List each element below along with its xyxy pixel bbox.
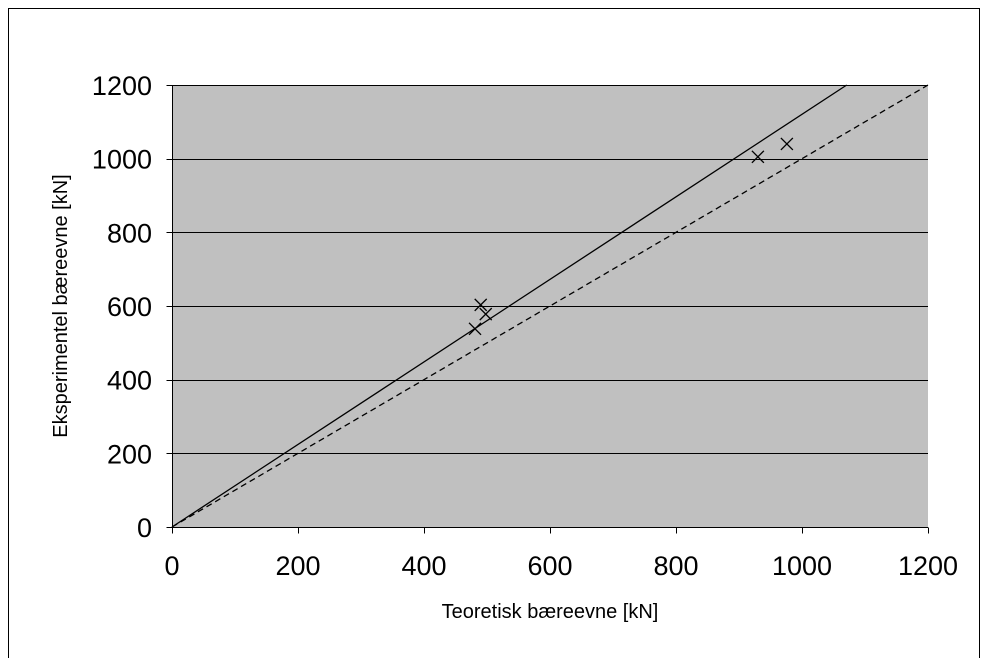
data-point-marker [468,322,482,336]
x-tick-label: 1200 [898,551,958,581]
dashed-line-series [171,84,929,528]
y-tick-label: 1200 [92,71,152,101]
x-tick-label: 600 [527,551,572,581]
solid-line-series [171,84,848,528]
data-point-marker [479,307,493,321]
marker-stroke [474,298,488,312]
x-tick-label: 200 [275,551,320,581]
y-tick-labels: 0 200 400 600 800 1000 1200 [92,71,152,543]
y-tick-label: 200 [107,439,152,469]
y-tick-label: 0 [137,513,152,543]
x-tick-label: 0 [164,551,179,581]
y-tick-label: 600 [107,292,152,322]
data-point-marker [474,298,488,312]
tick-marks [166,85,929,534]
marker-stroke [751,150,765,164]
marker-stroke [479,307,493,321]
y-axis-title: Eksperimentel bæreevne [kN] [50,174,72,437]
chart-frame [8,8,980,658]
x-axis-title: Teoretisk bæreevne [kN] [442,601,659,623]
y-tick-label: 800 [107,218,152,248]
x-tick-labels: 0 200 400 600 800 1000 1200 [164,551,958,581]
x-tick-label: 1000 [772,551,832,581]
y-tick-label: 1000 [92,145,152,175]
x-tick-label: 400 [401,551,446,581]
data-point-marker [751,150,765,164]
y-tick-label: 400 [107,366,152,396]
series-layer [171,84,929,528]
marker-stroke [468,322,482,336]
marker-stroke [780,137,794,151]
x-tick-label: 800 [653,551,698,581]
data-point-marker [780,137,794,151]
